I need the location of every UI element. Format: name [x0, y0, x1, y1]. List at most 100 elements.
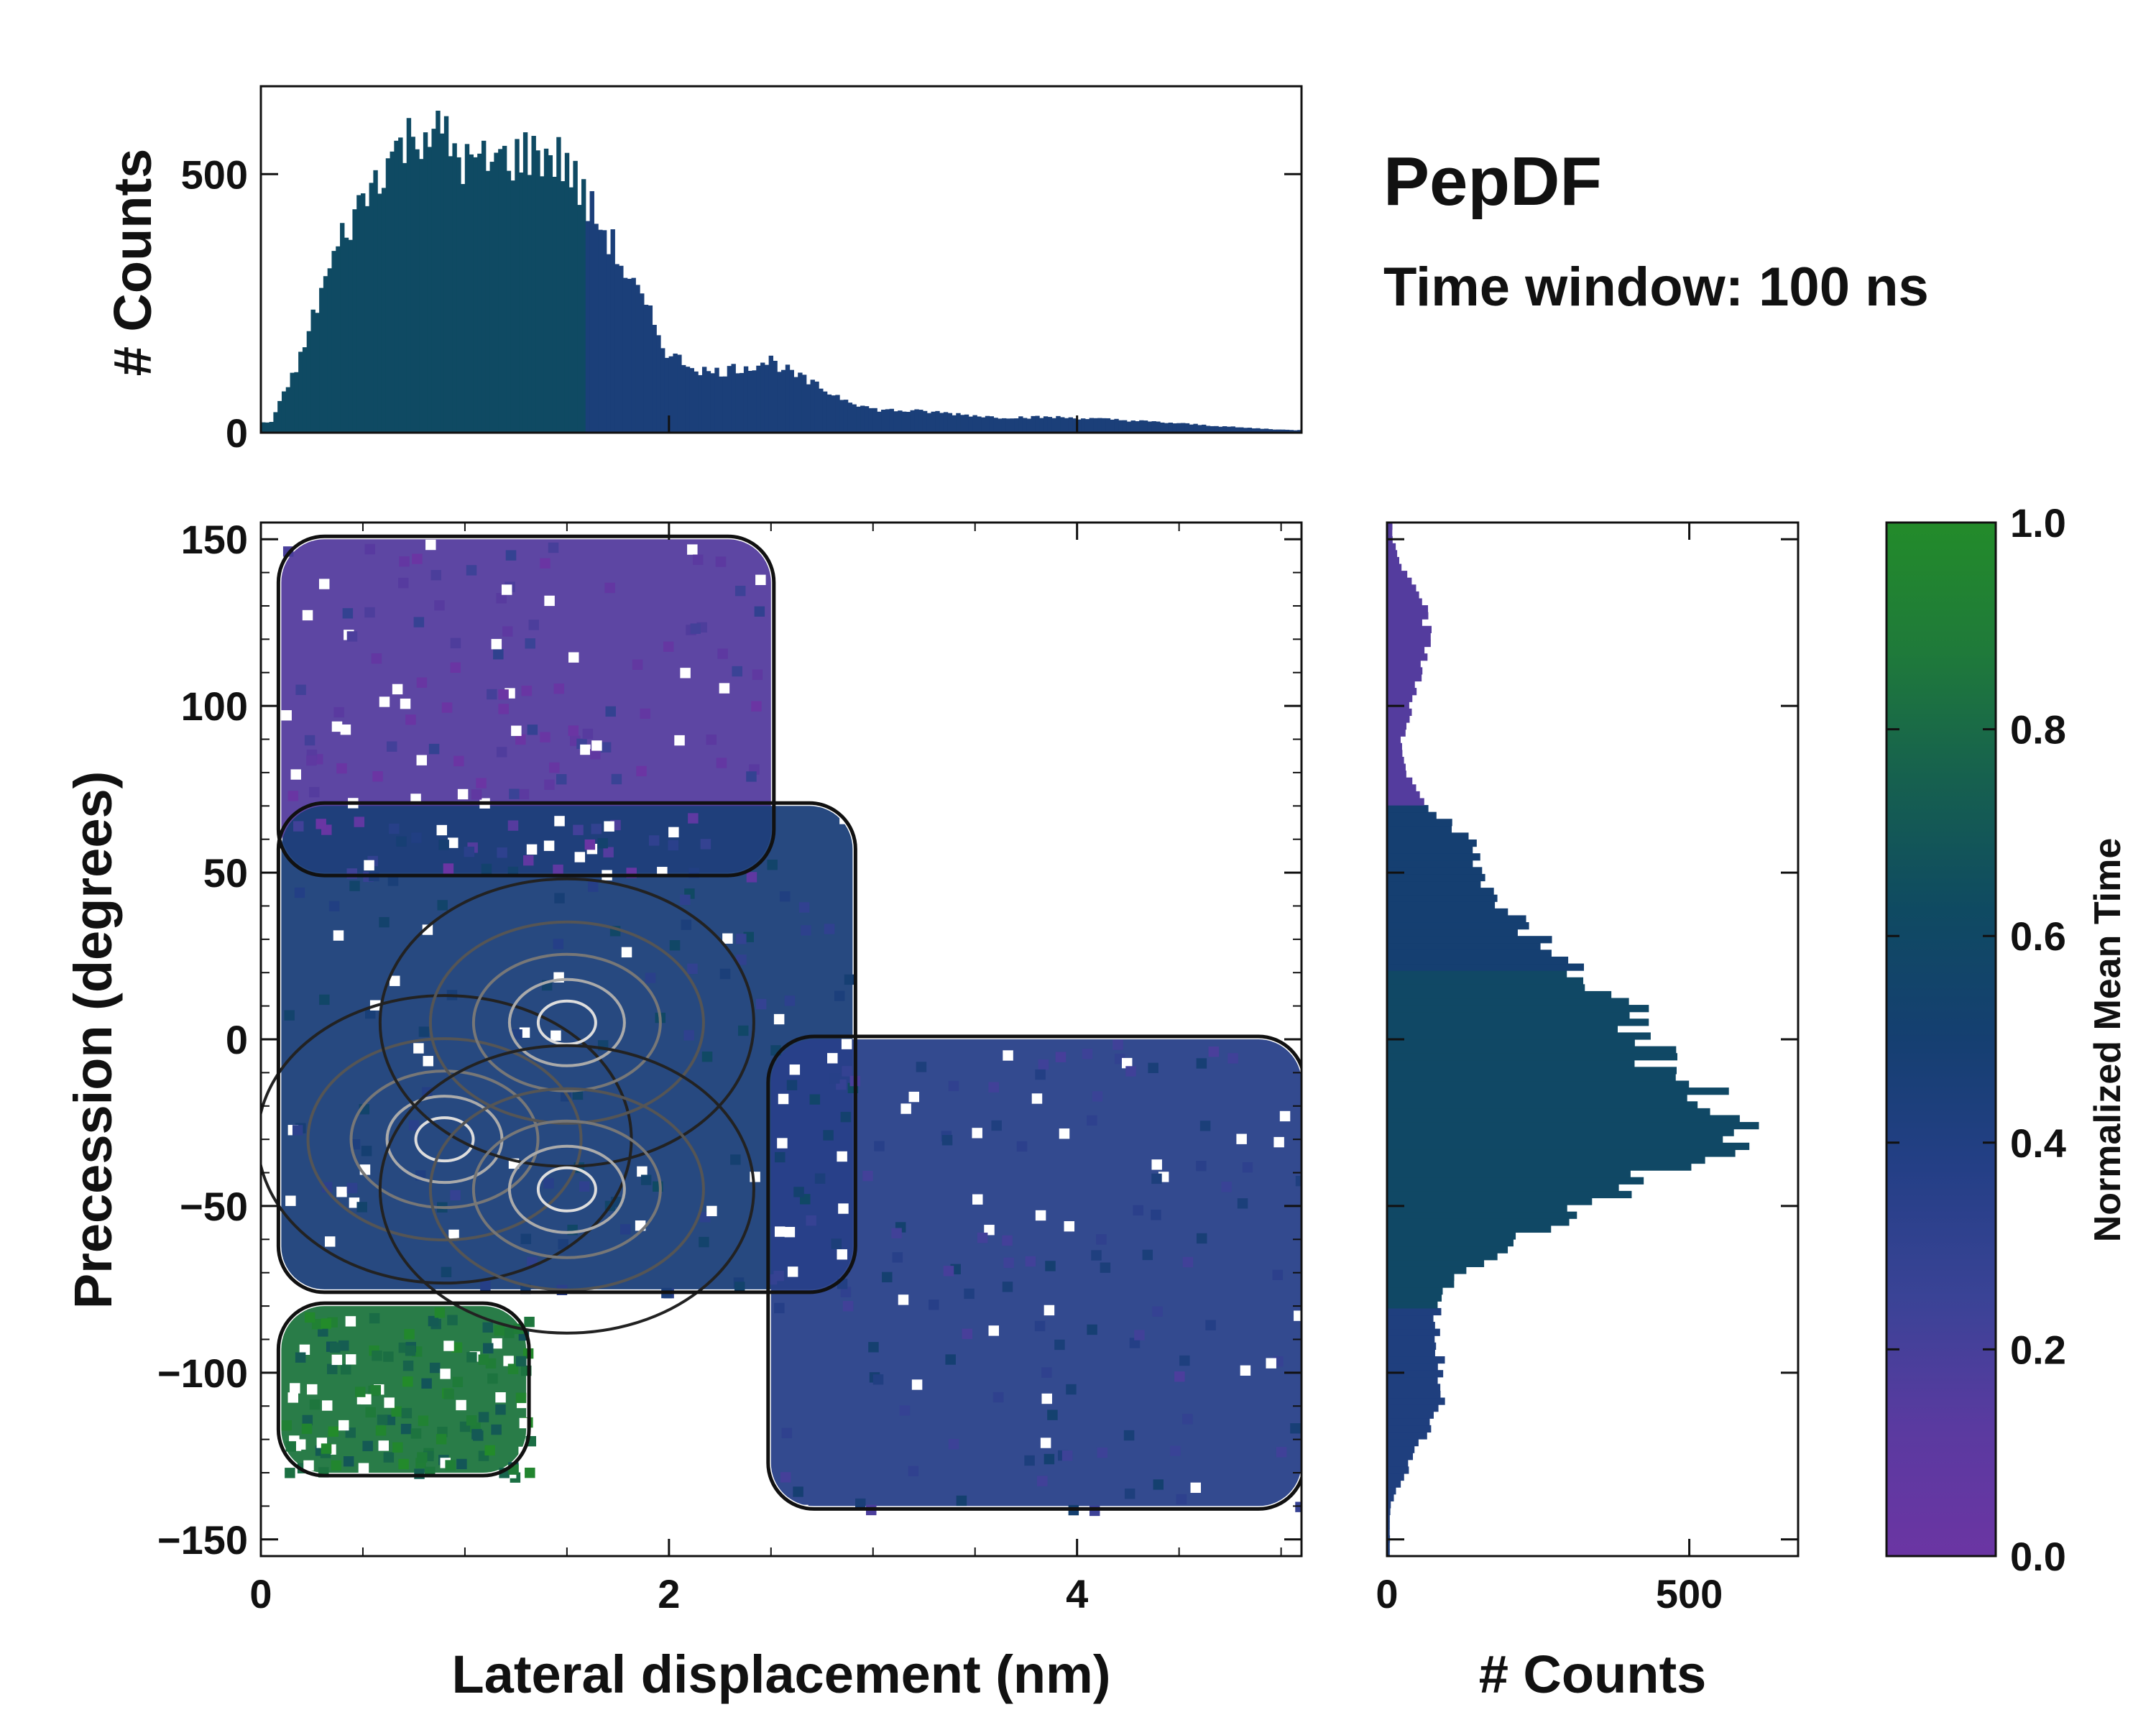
heatmap-cell	[375, 1425, 387, 1436]
right-histogram-bar	[1387, 811, 1437, 819]
top-histogram-bar	[1084, 419, 1090, 433]
heatmap-cell	[281, 1420, 292, 1431]
right-histogram-bar	[1387, 605, 1429, 613]
heatmap-cell	[328, 1426, 339, 1437]
heatmap-cell	[1038, 1059, 1049, 1070]
top-histogram-bar	[981, 417, 986, 433]
right-histogram-bar	[1387, 1287, 1443, 1295]
heatmap-cell	[364, 860, 374, 871]
heatmap-cell	[441, 702, 453, 713]
heatmap-cell	[1151, 1159, 1162, 1170]
heatmap-cell	[784, 1226, 796, 1238]
top-histogram-bar	[469, 154, 474, 433]
top-histogram-bar	[856, 406, 861, 433]
right-histogram-bar	[1387, 929, 1518, 937]
top-histogram-bar	[1093, 418, 1098, 433]
heatmap-cell	[321, 1443, 332, 1454]
top-histogram-bar	[1043, 416, 1049, 433]
heatmap-cell	[423, 1056, 433, 1067]
top-histogram-bar	[727, 366, 732, 433]
top-histogram-bar	[764, 364, 770, 433]
top-histogram-bar	[290, 372, 295, 433]
top-histogram-bar	[760, 362, 765, 433]
heatmap-cell	[1199, 1121, 1211, 1131]
heatmap-cell	[604, 821, 614, 832]
top-histogram-bar	[648, 305, 653, 433]
top-histogram-bar	[552, 177, 557, 433]
heatmap-cell	[523, 855, 534, 866]
right-histogram-bar	[1387, 1128, 1734, 1136]
right-histogram-bar	[1387, 963, 1584, 971]
right-histogram-bar	[1387, 694, 1413, 702]
right-histogram-bar	[1387, 894, 1498, 902]
right-histogram-bar	[1387, 1149, 1736, 1157]
top-histogram-bar	[773, 361, 778, 433]
top-histogram-bar	[331, 251, 336, 433]
heatmap-cell	[404, 1329, 415, 1340]
top-histogram-bar	[1135, 421, 1140, 433]
heatmap-cell	[371, 653, 382, 664]
top-histogram-bar	[1051, 418, 1056, 433]
heatmap-cell	[520, 1233, 532, 1244]
heatmap-cell	[476, 778, 487, 788]
top-y-tick-label: 500	[181, 152, 248, 197]
heatmap-cell	[911, 1379, 923, 1390]
right-histogram-bar	[1387, 1507, 1391, 1516]
heatmap-cell	[369, 1312, 380, 1324]
heatmap-cell	[1294, 1310, 1302, 1321]
figure-title: PepDF	[1383, 143, 1602, 220]
top-histogram-bar	[502, 145, 507, 433]
heatmap-cell	[304, 735, 315, 746]
heatmap-cell	[1082, 1049, 1093, 1059]
heatmap-cell	[732, 666, 742, 677]
colorbar-tick-label: 0.0	[2010, 1534, 2066, 1579]
heatmap-cell	[402, 1361, 414, 1371]
right-histogram-bar	[1387, 970, 1567, 978]
top-histogram-bar	[906, 412, 911, 433]
heatmap-cell	[1016, 1141, 1028, 1152]
top-histogram-bar	[431, 129, 436, 433]
right-histogram-bar	[1387, 1170, 1631, 1178]
heatmap-cell	[413, 617, 425, 627]
heatmap-cell	[1031, 1093, 1043, 1104]
top-histogram-bar	[1226, 426, 1232, 433]
heatmap-cell	[793, 1486, 803, 1497]
heatmap-cell	[746, 771, 757, 782]
heatmap-cell	[1196, 1161, 1207, 1172]
heatmap-cell	[1174, 1371, 1185, 1382]
right-histogram-bar	[1387, 571, 1408, 579]
top-histogram-bar	[1218, 426, 1223, 433]
heatmap-cell	[700, 839, 711, 850]
right-histogram-bar	[1387, 715, 1410, 723]
heatmap-cell	[495, 1404, 506, 1415]
heatmap-cell	[284, 1010, 295, 1021]
heatmap-cell	[1176, 1494, 1187, 1505]
top-histogram-bar	[1047, 417, 1053, 433]
right-histogram-bar	[1387, 888, 1494, 896]
heatmap-cell	[984, 1225, 995, 1236]
right-histogram-bar	[1387, 1032, 1651, 1040]
right-histogram-bar	[1387, 853, 1480, 861]
heatmap-cell	[991, 1120, 1002, 1131]
top-histogram-bar	[768, 355, 774, 433]
right-histogram-bar	[1387, 1273, 1455, 1282]
heatmap-cell	[342, 608, 354, 619]
colorbar-tick-label: 0.4	[2010, 1121, 2066, 1166]
top-histogram-bar	[540, 176, 545, 433]
top-histogram-bar	[731, 364, 736, 433]
top-histogram-bar	[1168, 423, 1174, 433]
heatmap-cell	[773, 1013, 785, 1025]
heatmap-cell	[326, 1363, 338, 1374]
heatmap-cell	[346, 1182, 358, 1194]
heatmap-cell	[441, 1266, 452, 1278]
heatmap-cell	[1059, 1128, 1070, 1139]
heatmap-cell	[294, 887, 305, 898]
heatmap-cell	[840, 1111, 852, 1123]
right-histogram-bar	[1387, 591, 1419, 599]
top-histogram-bar	[1272, 429, 1277, 433]
heatmap-cell	[734, 585, 746, 597]
heatmap-cell	[683, 1030, 694, 1041]
right-histogram-bar	[1387, 1328, 1440, 1336]
heatmap-cell	[1040, 1438, 1051, 1448]
top-histogram-ylabel: # Counts	[103, 149, 162, 377]
